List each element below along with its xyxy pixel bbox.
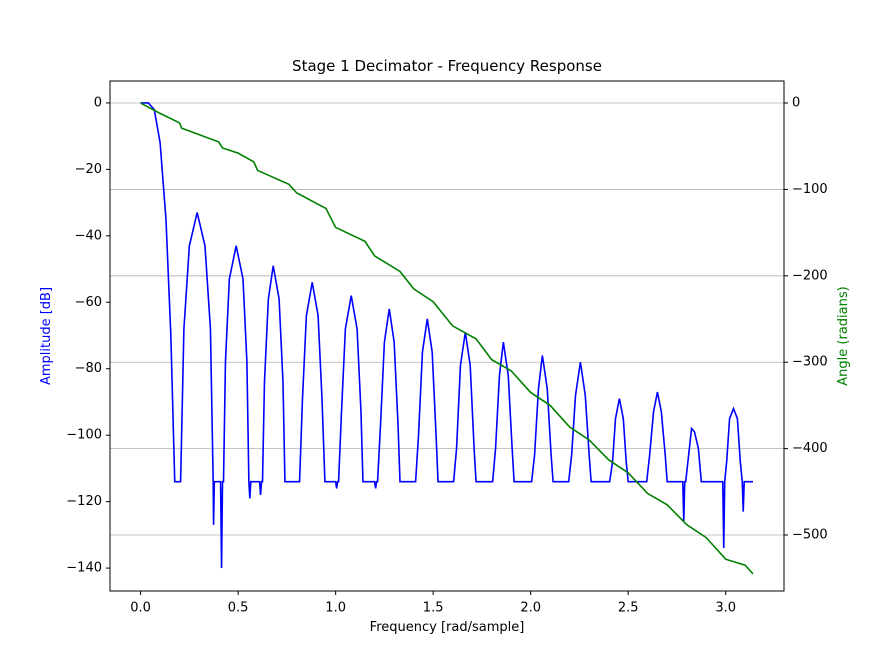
y-axis-label: Amplitude [dB] bbox=[39, 287, 54, 385]
x-tick-label: 0.0 bbox=[130, 601, 151, 616]
x-tick-label: 1.0 bbox=[325, 601, 346, 616]
y-tick-label: −120 bbox=[66, 494, 102, 509]
data-line bbox=[140, 102, 753, 569]
y-tick-label: −140 bbox=[66, 561, 102, 576]
y2-tick-label: −200 bbox=[792, 268, 828, 283]
y-tick-label: −20 bbox=[75, 162, 102, 177]
x-tick-label: 2.5 bbox=[618, 601, 639, 616]
x-tick-label: 0.5 bbox=[228, 601, 249, 616]
x-tick-label: 1.5 bbox=[423, 601, 444, 616]
y2-tick-label: 0 bbox=[792, 96, 800, 111]
y-tick-label: −80 bbox=[75, 361, 102, 376]
x-axis-label: Frequency [rad/sample] bbox=[370, 620, 525, 635]
data-line bbox=[140, 102, 754, 575]
x-tick-label: 3.0 bbox=[715, 601, 736, 616]
y2-tick-label: −300 bbox=[792, 355, 828, 370]
y2-tick-label: −100 bbox=[792, 182, 828, 197]
plot-frame bbox=[109, 80, 785, 592]
chart-title: Stage 1 Decimator - Frequency Response bbox=[292, 57, 602, 75]
y-tick-label: −60 bbox=[75, 295, 102, 310]
y-tick-label: −40 bbox=[75, 228, 102, 243]
y2-tick-label: −500 bbox=[792, 528, 828, 543]
x-tick-label: 2.0 bbox=[520, 601, 541, 616]
y-tick-label: 0 bbox=[94, 95, 102, 110]
y-tick-label: −100 bbox=[66, 428, 102, 443]
y2-axis-label: Angle (radians) bbox=[836, 286, 851, 385]
y2-tick-label: −400 bbox=[792, 441, 828, 456]
